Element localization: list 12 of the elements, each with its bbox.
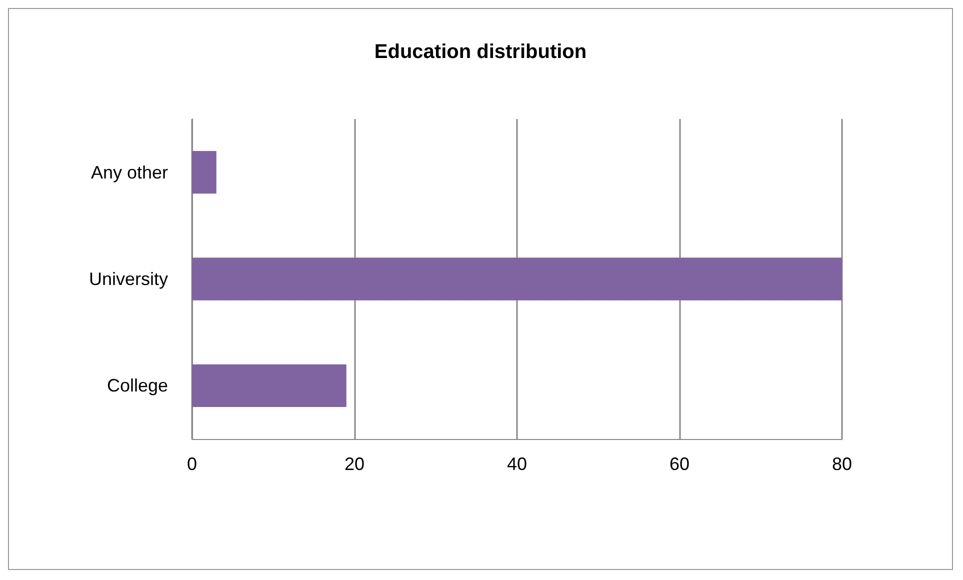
bar — [192, 258, 842, 300]
x-tick-label: 20 — [344, 454, 365, 474]
x-tick-label: 40 — [506, 454, 528, 474]
bar — [192, 364, 346, 407]
x-tick-label: 80 — [832, 454, 852, 474]
x-tick-label: 60 — [669, 454, 690, 474]
y-tick-label: Any other — [90, 162, 168, 182]
bar — [192, 151, 216, 194]
chart-title: Education distribution — [374, 41, 587, 63]
x-tick-label: 0 — [186, 454, 198, 474]
y-tick-label: University — [88, 269, 168, 289]
y-tick-label: College — [106, 376, 168, 396]
